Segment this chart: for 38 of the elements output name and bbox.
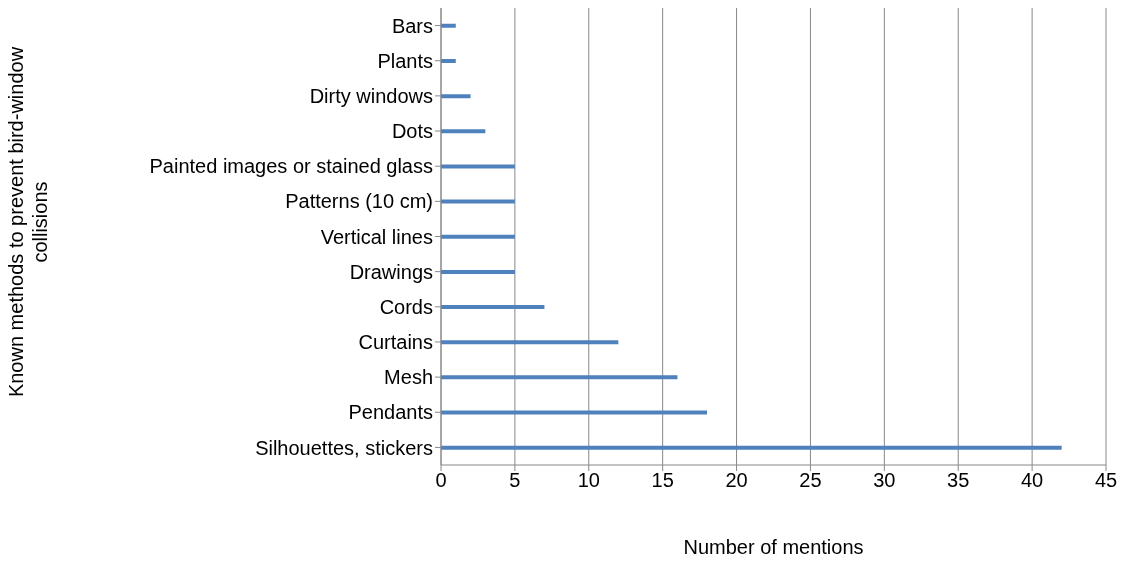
y-tick-label: Vertical lines <box>320 225 433 248</box>
bar <box>441 305 545 310</box>
y-tick-label: Dots <box>391 120 433 143</box>
y-tick-label: Plants <box>377 49 433 72</box>
y-tick-label: Patterns (10 cm) <box>285 190 433 213</box>
bar <box>441 410 707 415</box>
y-tick-label: Dirty windows <box>309 84 433 107</box>
y-tick-label: Drawings <box>349 260 433 283</box>
y-tick-label: Silhouettes, stickers <box>255 436 433 459</box>
bar <box>441 234 515 239</box>
bar <box>441 445 1062 450</box>
bar <box>441 375 678 380</box>
y-tick-label: Pendants <box>348 401 433 424</box>
x-tick-label: 20 <box>725 469 748 492</box>
x-tick-label: 10 <box>577 469 600 492</box>
x-tick-label: 5 <box>509 469 521 492</box>
x-axis-title: Number of mentions <box>683 536 864 558</box>
x-tick-label: 15 <box>651 469 674 492</box>
y-tick-label: Bars <box>391 14 433 37</box>
bar <box>441 269 515 274</box>
x-tick-label: 30 <box>873 469 896 492</box>
x-tick-label: 35 <box>947 469 970 492</box>
bar <box>441 340 619 345</box>
y-tick-label: Mesh <box>384 366 433 389</box>
x-tick-label: 25 <box>799 469 822 492</box>
bar <box>441 129 486 134</box>
y-tick-label: Painted images or stained glass <box>149 155 433 178</box>
bar <box>441 199 515 204</box>
y-tick-label: Curtains <box>358 331 433 354</box>
bar <box>441 164 515 169</box>
x-tick-label: 45 <box>1094 469 1118 492</box>
x-tick-label: 0 <box>435 469 447 492</box>
bar <box>441 58 456 63</box>
bar <box>441 23 456 28</box>
bar <box>441 94 471 99</box>
y-axis-title: Known methods to prevent bird-window collisions <box>4 45 52 400</box>
x-tick-label: 40 <box>1020 469 1044 492</box>
y-tick-label: Cords <box>379 295 433 318</box>
